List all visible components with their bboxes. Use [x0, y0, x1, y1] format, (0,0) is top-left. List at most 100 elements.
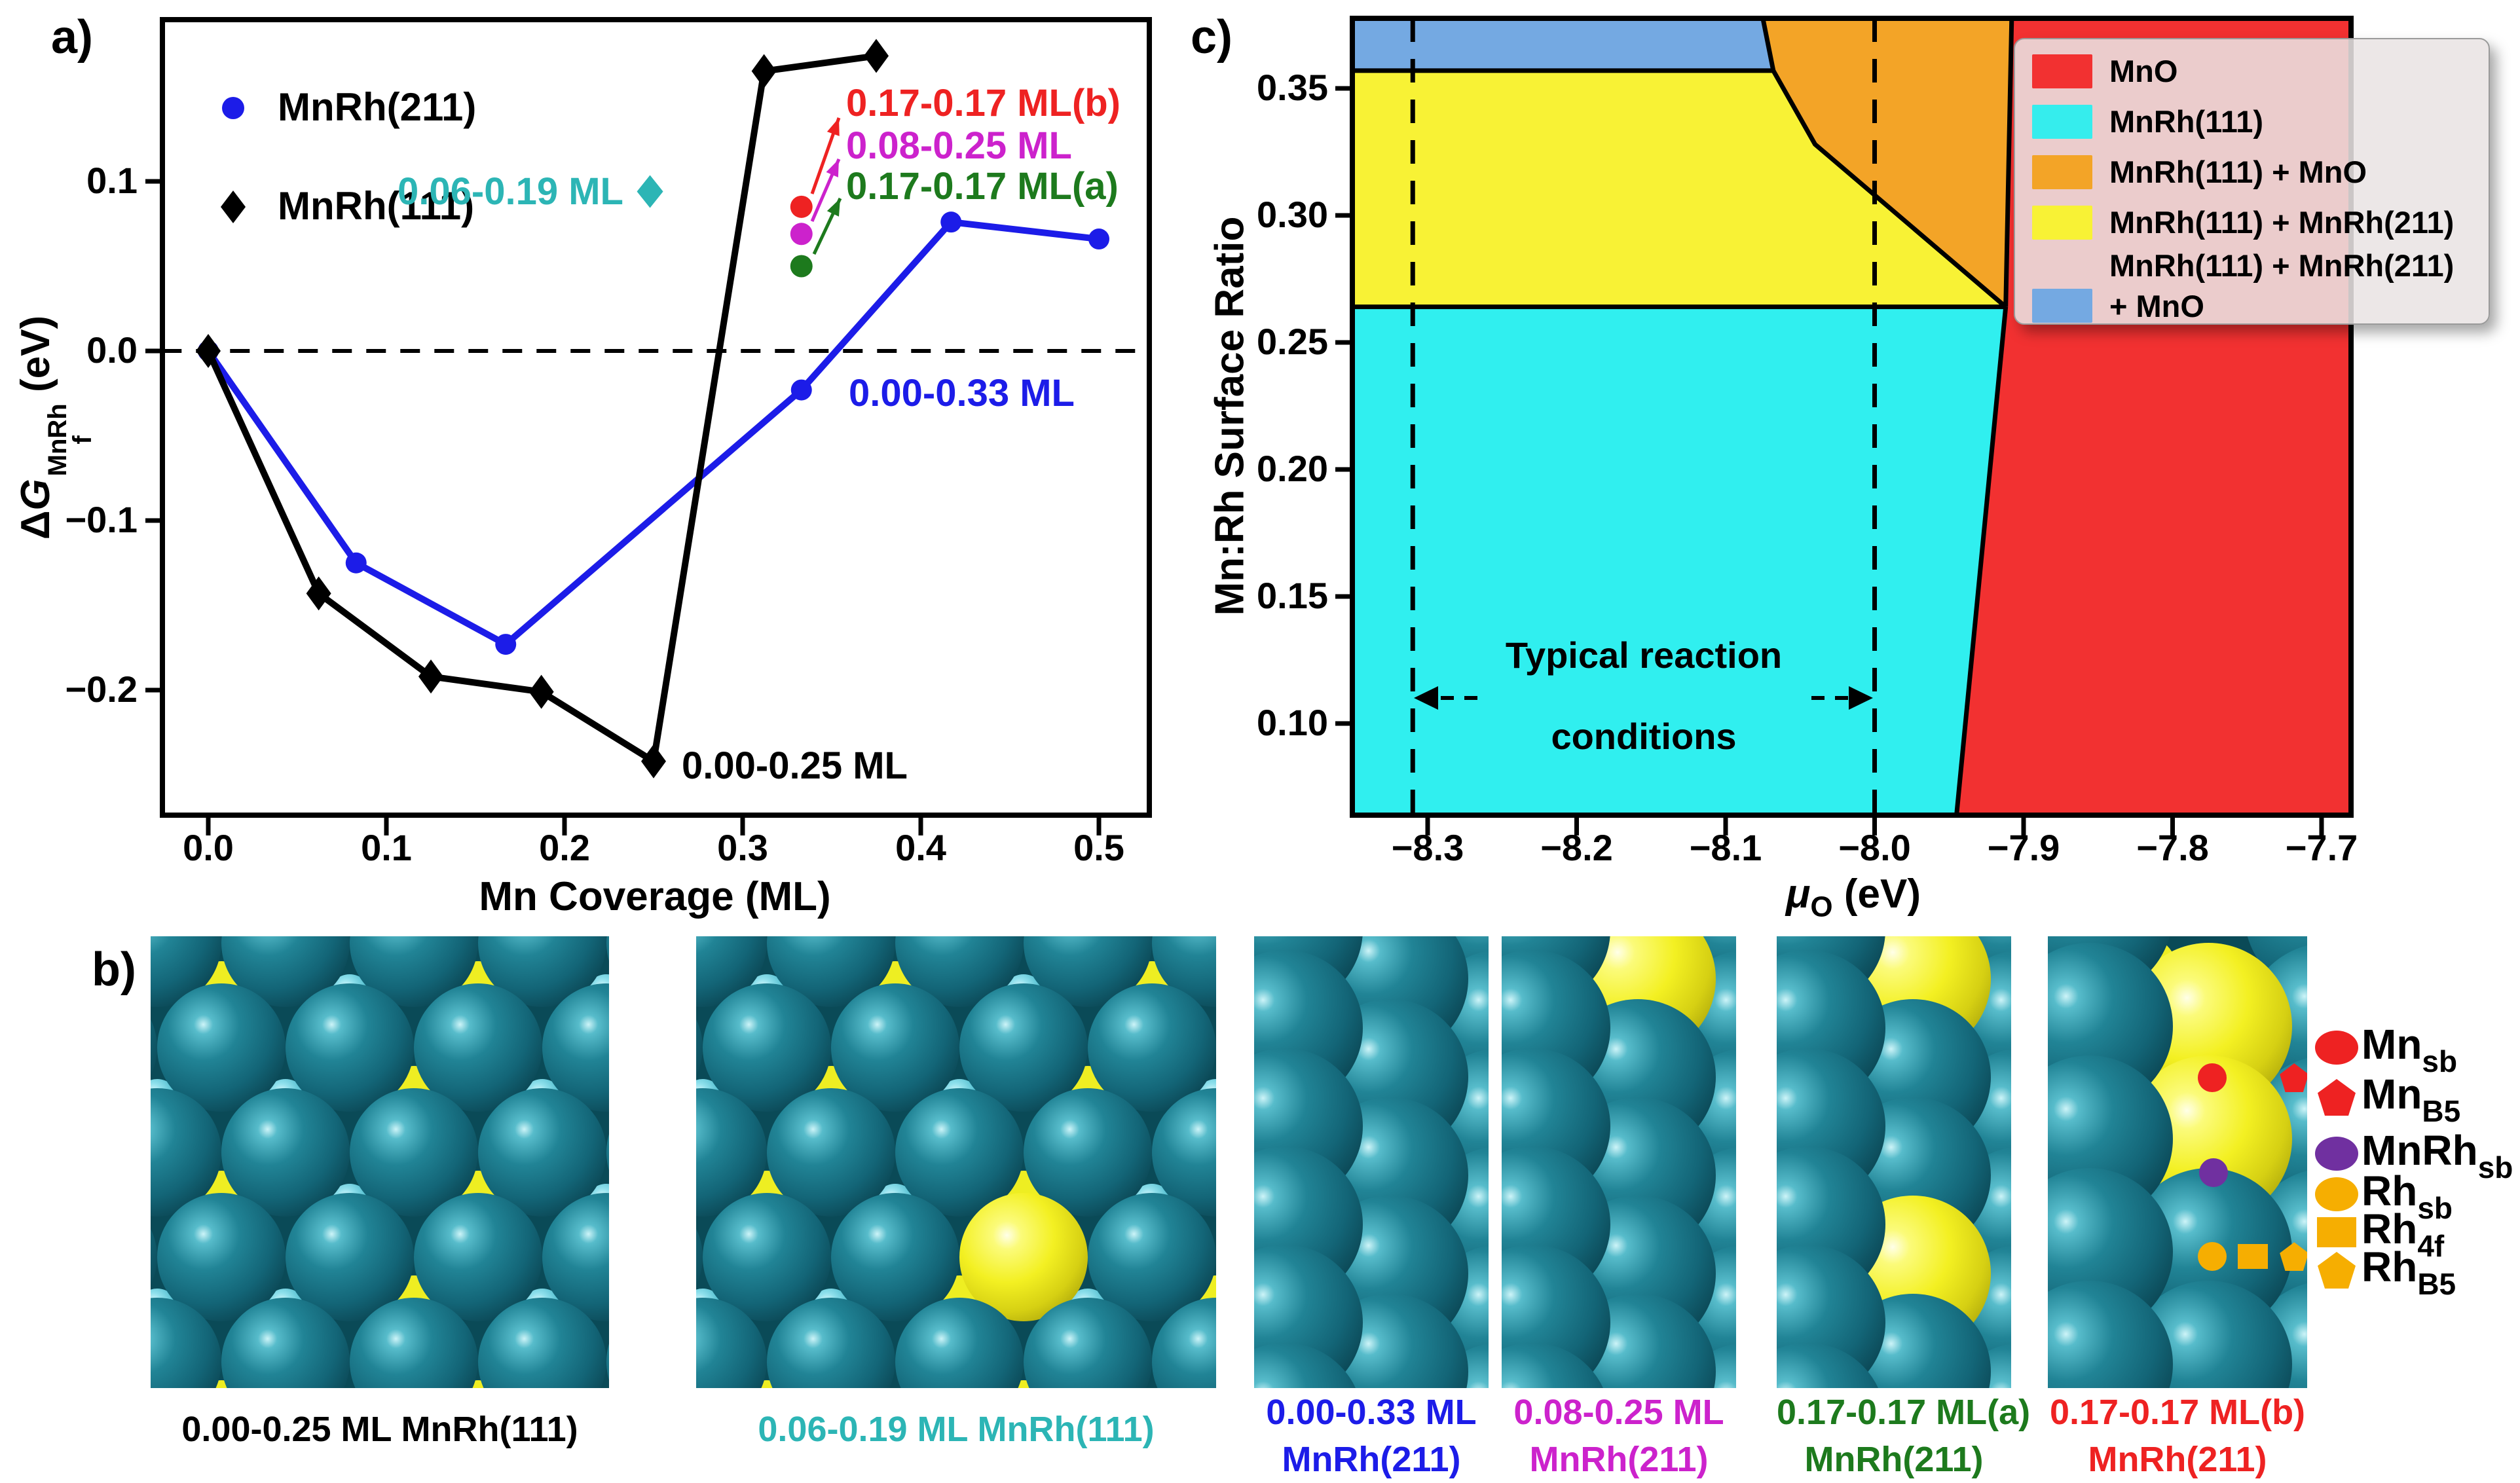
legend-c-swatch [2032, 205, 2092, 240]
annotation-0.06-0.19: 0.06-0.19 ML [398, 170, 623, 213]
structure-label: MnRh(211) [1804, 1440, 1984, 1479]
rh-atom [350, 1088, 478, 1217]
point-MnRh(211) [495, 634, 517, 655]
phase-diagram-legend: MnO MnRh(111) MnRh(111) + MnO MnRh(111) + M… [2014, 38, 2490, 325]
b-legend-label-main: MnRh [2362, 1127, 2478, 1174]
legend-c-label: MnO [2109, 54, 2178, 88]
rh-atom [151, 983, 157, 1112]
b-legend-label-sub: 4f [2417, 1229, 2445, 1263]
point-MnRh(111) [641, 744, 666, 778]
panel-a-x-tick-label: 0.4 [895, 827, 946, 868]
panel-a-y-axis-title: ΔG MnRh f (eV) [12, 133, 97, 722]
panel-c-y-tick-label: 0.25 [1257, 321, 1328, 362]
rh-atom [151, 1193, 157, 1321]
panel-a-x-tick-label: 0.2 [539, 827, 590, 868]
left-arrowhead [1414, 686, 1438, 710]
special-point [790, 195, 813, 218]
panel-c-y-tick-label: 0.15 [1257, 575, 1328, 616]
special-point [790, 223, 813, 246]
Rh-sb-marker [2198, 1242, 2227, 1272]
b-legend-ellipse-icon [2315, 1031, 2358, 1065]
special-point-diamond [637, 175, 663, 208]
b-legend-label-sub: sb [2477, 1150, 2513, 1184]
panel-a-y-tick-label: 0.1 [86, 160, 138, 201]
point-MnRh(211) [1088, 229, 1109, 250]
b-legend-label-main: Rh [2362, 1167, 2418, 1215]
b-legend-label: Rhsb [2362, 1167, 2453, 1226]
structure-label: 0.17-0.17 ML(a) [1777, 1393, 2031, 1432]
point-MnRh(111) [864, 39, 889, 73]
legend-c-swatch [2032, 155, 2092, 189]
legend-c-row: MnRh(111) + MnRh(211) [2032, 197, 2489, 247]
rh-atom [696, 1193, 703, 1321]
panel-c-x-tick-label: −7.7 [2285, 827, 2358, 868]
b-legend-label: Mnsb [2362, 1020, 2457, 1079]
Rh-4f-marker [2237, 1244, 2268, 1270]
rh-atom [157, 983, 286, 1112]
mu-symbol: μ [1786, 871, 1811, 917]
legend-c-label: MnRh(111) [2109, 104, 2264, 139]
special-point [790, 255, 813, 278]
rh-atom [895, 1088, 1024, 1217]
panel-a-x-tick-label: 0.1 [361, 827, 412, 868]
mu-subscript: O [1810, 890, 1833, 923]
structure-label: 0.00-0.33 ML [1266, 1393, 1477, 1432]
panel-c-letter: c) [1191, 11, 1233, 64]
panel-c-x-tick-label: −8.1 [1689, 827, 1762, 868]
region-MnRh(111) + MnO [1762, 18, 2012, 307]
region-MnRh(111) + MnRh(211) [1351, 70, 2006, 307]
annotation-arrowhead [826, 118, 840, 136]
b-legend-label-main: Rh [2362, 1243, 2418, 1291]
panel-c-x-tick-label: −8.2 [1540, 827, 1613, 868]
b-legend-label: MnRhsb [2362, 1126, 2513, 1185]
rh-atom [221, 1088, 350, 1217]
annotation-0.00-0.33: 0.00-0.33 ML [849, 372, 1075, 414]
region-MnRh(111) [1351, 306, 2006, 815]
phase-boundary [1760, 18, 1776, 71]
structure-image-2 [1254, 936, 1489, 1388]
g-subscript: f [68, 435, 97, 445]
rh-atom [959, 983, 1088, 1112]
panel-c-x-tick-label: −7.8 [2136, 827, 2209, 868]
legend-a-diamond-marker [221, 191, 246, 223]
legend-c-swatch [2032, 104, 2092, 139]
rh-atom [703, 1193, 831, 1321]
b-legend-square-icon [2317, 1217, 2356, 1247]
annotation-0.08-0.25: 0.08-0.25 ML [846, 124, 1072, 167]
structure-image-4 [1777, 936, 2011, 1388]
b-legend-label-sub: B5 [2422, 1094, 2461, 1128]
legend-c-row: MnRh(111) + MnO [2032, 147, 2489, 197]
b-legend-label: MnB5 [2362, 1070, 2460, 1129]
legend-c-row: + MnO [2032, 285, 2489, 326]
legend-c-row: MnRh(111) [2032, 96, 2489, 147]
right-arrowhead [1849, 686, 1873, 710]
legend-c-row: MnO [2032, 46, 2489, 96]
b-legend-label-sub: sb [2422, 1044, 2458, 1078]
legend-c-swatch [2032, 54, 2092, 88]
legend-c-label: MnRh(111) + MnO [2109, 155, 2367, 189]
rh-atom [831, 983, 959, 1112]
b-legend-label-sub: B5 [2417, 1267, 2456, 1301]
Mn-sb-marker [2198, 1063, 2227, 1092]
point-MnRh(211) [345, 552, 367, 574]
panel-a-y-tick-label: −0.2 [65, 668, 138, 710]
typical-conditions-line2: conditions [1551, 716, 1737, 757]
b-legend-label-sub: sb [2417, 1191, 2453, 1225]
legend-a-circle-marker [222, 97, 244, 119]
legend-c-label-line2: + MnO [2109, 288, 2204, 323]
b-legend-label-main: Rh [2362, 1205, 2418, 1253]
panel-a-x-tick-label: 0.3 [717, 827, 768, 868]
panel-a-letter: a) [51, 11, 94, 64]
rh-atom [414, 983, 542, 1112]
typical-conditions-line1: Typical reaction [1505, 634, 1783, 676]
structure-label: 0.00-0.25 ML MnRh(111) [181, 1410, 578, 1449]
panel-c-y-tick-label: 0.20 [1257, 448, 1328, 489]
rh-atom [478, 1088, 606, 1217]
b-legend-ellipse-icon [2315, 1177, 2358, 1211]
point-MnRh(111) [418, 659, 443, 694]
legend-a-label-111: MnRh(111) [278, 184, 475, 228]
annotation-0.00-0.25: 0.00-0.25 ML [682, 744, 908, 787]
rh-atom [414, 1193, 542, 1321]
structure-label: MnRh(211) [1282, 1440, 1461, 1479]
